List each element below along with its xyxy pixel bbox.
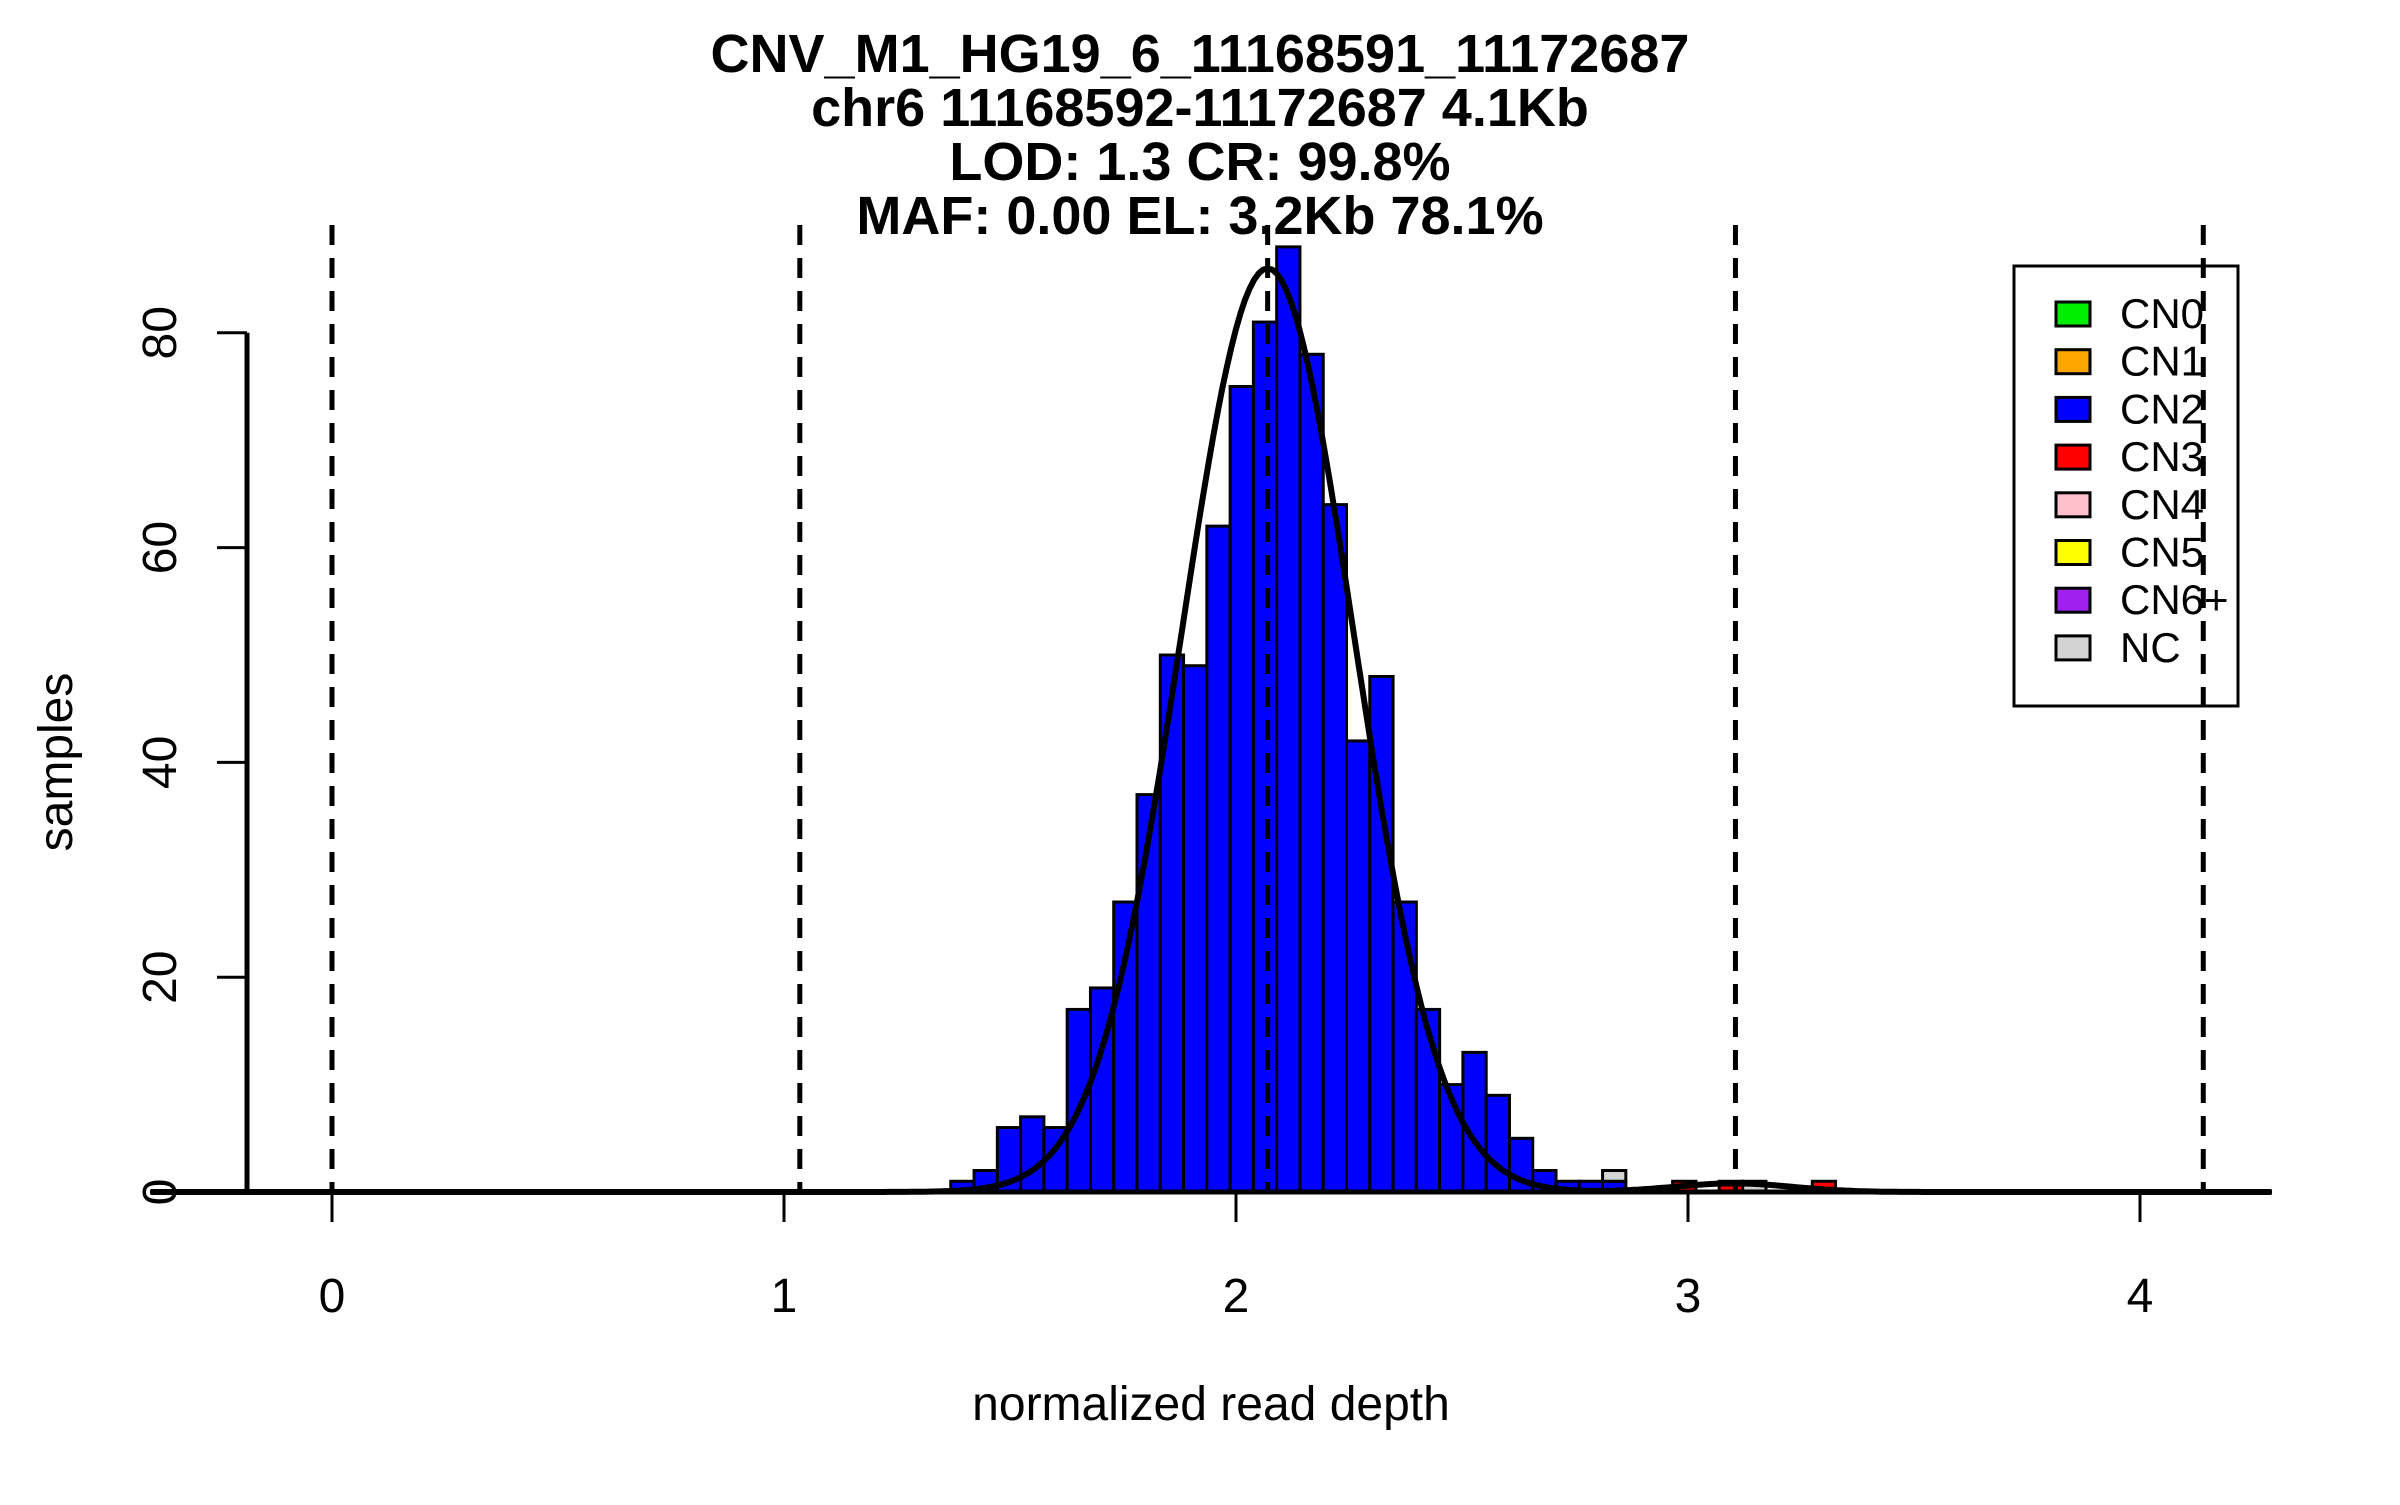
x-tick-label: 1 (771, 1270, 798, 1323)
histogram-bar (1298, 352, 1325, 1194)
legend-swatch-cn3 (2054, 443, 2092, 471)
x-axis-title: normalized read depth (972, 1378, 1450, 1431)
legend-swatch-cn0 (2054, 300, 2092, 328)
histogram-bar (1275, 245, 1302, 1194)
x-tick-label: 3 (1675, 1270, 1702, 1323)
y-tick-label: 0 (134, 1179, 187, 1206)
histogram-bar (1321, 503, 1349, 1194)
x-tick-label: 2 (1223, 1270, 1250, 1323)
overlay-bar-nc (1601, 1169, 1628, 1183)
legend-label: CN6+ (2120, 576, 2229, 623)
histogram-bar (1228, 385, 1255, 1194)
legend-swatch-cn2 (2054, 395, 2092, 423)
histogram-bar (1205, 524, 1232, 1194)
histogram-bar (1182, 664, 1209, 1194)
legend-label: CN4 (2120, 481, 2204, 528)
y-tick-label: 60 (134, 521, 187, 574)
chart-title-line-1: CNV_M1_HG19_6_11168591_11172687 (711, 24, 1690, 84)
x-tick-label: 4 (2127, 1270, 2154, 1323)
legend-swatch-cn4 (2054, 491, 2092, 519)
legend-label: CN0 (2120, 290, 2204, 337)
legend-label: CN1 (2120, 338, 2204, 385)
y-tick-label: 80 (134, 306, 187, 359)
histogram-bar (1484, 1093, 1511, 1194)
histogram-bar (1461, 1050, 1488, 1194)
legend-label: NC (2120, 624, 2181, 671)
legend-swatch-nc (2054, 634, 2092, 662)
x-tick-label: 0 (319, 1270, 346, 1323)
legend-label: CN5 (2120, 529, 2204, 576)
histogram-bar (1251, 320, 1279, 1194)
y-tick-label: 20 (134, 951, 187, 1004)
chart-title-line-4: MAF: 0.00 EL: 3.2Kb 78.1% (856, 186, 1543, 246)
legend-label: CN3 (2120, 433, 2204, 480)
chart-title-line-2: chr6 11168592-11172687 4.1Kb (811, 78, 1589, 138)
legend-swatch-cn6plus (2054, 586, 2092, 614)
chart-title-line-3: LOD: 1.3 CR: 99.8% (949, 132, 1450, 192)
legend-box (2012, 264, 2240, 708)
legend-label: CN2 (2120, 385, 2204, 432)
y-axis-title: samples (30, 673, 83, 852)
y-tick-label: 40 (134, 736, 187, 789)
histogram-bar (1065, 1007, 1092, 1194)
legend-swatch-cn5 (2054, 539, 2092, 566)
legend-swatch-cn1 (2054, 348, 2092, 376)
histogram-bar (1019, 1115, 1046, 1194)
histogram-bar (1345, 739, 1372, 1194)
